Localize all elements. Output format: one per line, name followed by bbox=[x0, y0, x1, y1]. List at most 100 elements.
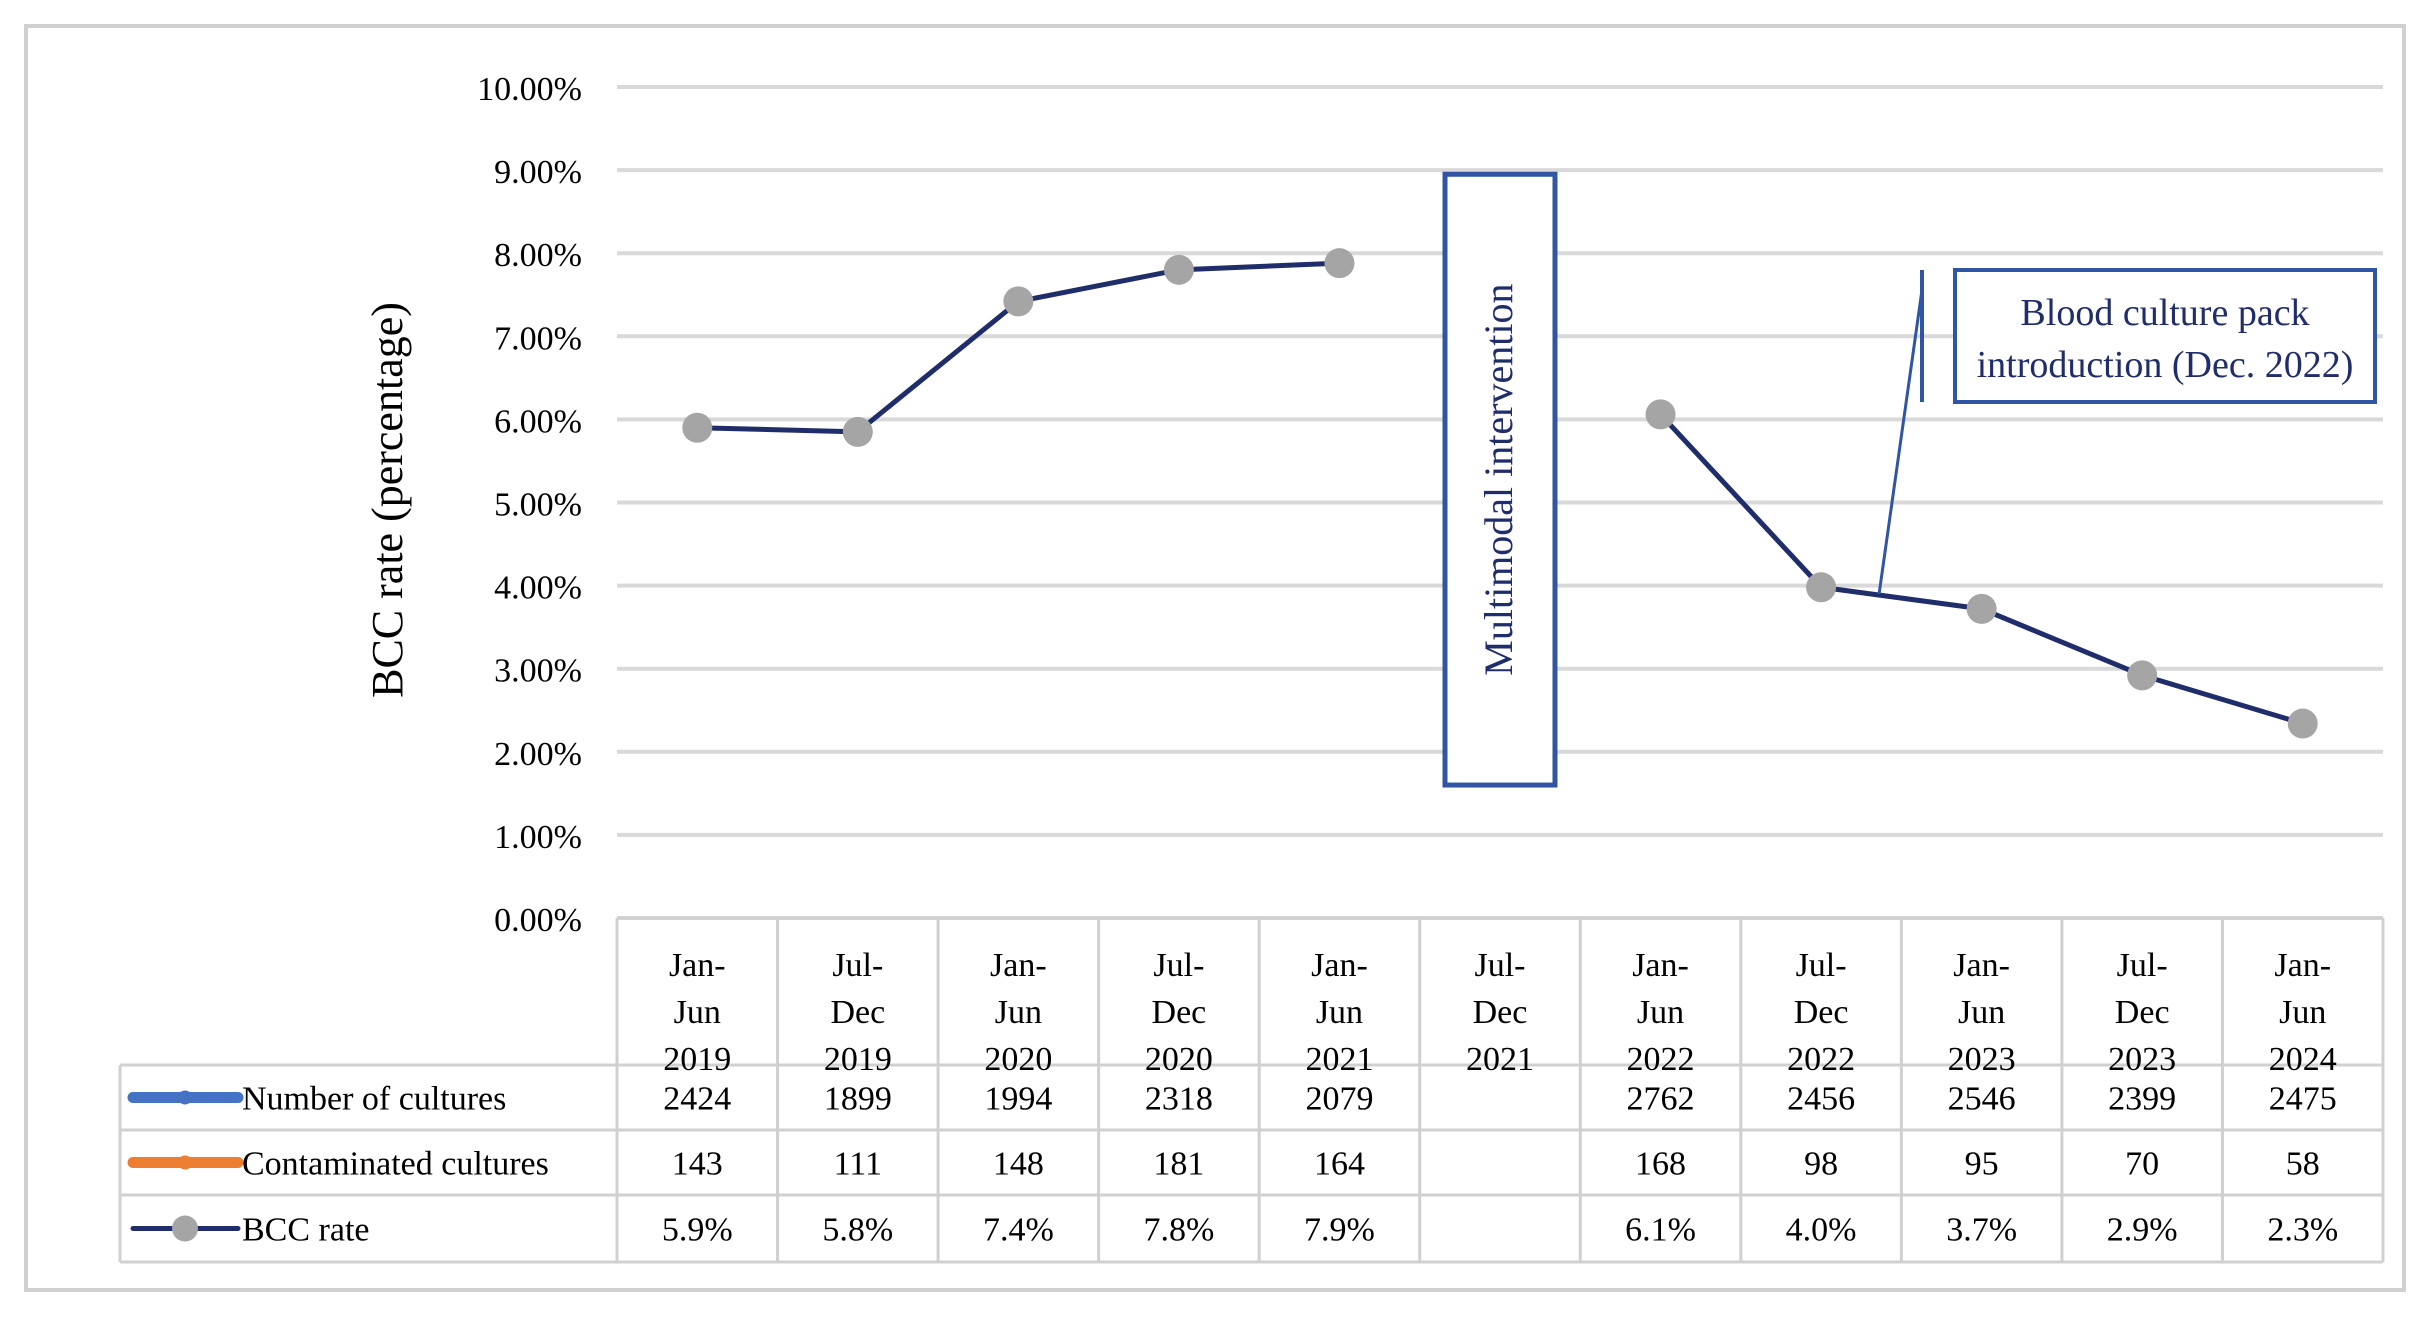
table-cell: 2546 bbox=[1948, 1081, 2016, 1118]
bcc-rate-point bbox=[1966, 593, 1997, 624]
table-cell: 143 bbox=[672, 1146, 723, 1183]
bcc-rate-point bbox=[842, 416, 873, 447]
x-tick-label: 2023 bbox=[2108, 1041, 2176, 1078]
intervention-box bbox=[1442, 171, 1558, 788]
table-cell: 2079 bbox=[1305, 1081, 1373, 1118]
x-tick-label: Jan- bbox=[1311, 947, 1368, 984]
table-cell: 58 bbox=[2286, 1146, 2320, 1183]
table-cell: 2475 bbox=[2269, 1081, 2337, 1118]
x-tick-label: 2020 bbox=[984, 1041, 1052, 1078]
y-tick-label: 7.00% bbox=[494, 320, 582, 357]
x-tick-label: Jun bbox=[1637, 994, 1684, 1031]
y-tick-label: 4.00% bbox=[494, 570, 582, 607]
x-tick-label: Jun bbox=[674, 994, 721, 1031]
x-tick-label: 2019 bbox=[824, 1041, 892, 1078]
x-tick-label: 2021 bbox=[1466, 1041, 1534, 1078]
table-cell: 4.0% bbox=[1786, 1212, 1857, 1249]
y-tick-label: 2.00% bbox=[494, 736, 582, 773]
y-axis-label: BCC rate (percentage) bbox=[363, 302, 412, 698]
x-tick-label: Jun bbox=[1316, 994, 1363, 1031]
y-tick-label: 10.00% bbox=[477, 71, 582, 108]
bcc-rate-line bbox=[1658, 412, 2304, 726]
table-cell: 1899 bbox=[824, 1081, 892, 1118]
table-cell: 7.8% bbox=[1143, 1212, 1214, 1249]
bcc-rate-point bbox=[1324, 248, 1355, 279]
x-tick-label: Jul- bbox=[1153, 947, 1204, 984]
table-cell: 181 bbox=[1153, 1146, 1204, 1183]
legend-label: Contaminated cultures bbox=[242, 1146, 549, 1183]
x-tick-label: Dec bbox=[2115, 994, 2170, 1031]
table-cell: 7.4% bbox=[983, 1212, 1054, 1249]
x-tick-label: 2022 bbox=[1627, 1041, 1695, 1078]
table-cell: 168 bbox=[1635, 1146, 1686, 1183]
x-tick-label: Jan- bbox=[669, 947, 726, 984]
x-tick-label: Jan- bbox=[990, 947, 1047, 984]
legend-label: Number of cultures bbox=[242, 1081, 506, 1118]
legend-key-marker bbox=[172, 1215, 198, 1242]
x-tick-label: 2021 bbox=[1305, 1041, 1373, 1078]
intervention-label: Multimodal intervention bbox=[1476, 284, 1521, 676]
y-tick-label: 5.00% bbox=[494, 487, 582, 524]
x-tick-label: Jul- bbox=[1475, 947, 1526, 984]
x-tick-label: Jan- bbox=[1632, 947, 1689, 984]
data-table: Jan- Jun 2019 Jul- Dec 2019 Jan- Jun 2020 Jul- Dec… bbox=[118, 916, 2385, 1264]
table-cell: 2456 bbox=[1787, 1081, 1855, 1118]
x-tick-label: 2019 bbox=[663, 1041, 731, 1078]
table-cell: 7.9% bbox=[1304, 1212, 1375, 1249]
bcc-rate-point bbox=[1003, 286, 1034, 317]
x-tick-label: 2022 bbox=[1787, 1041, 1855, 1078]
x-tick-label: Jun bbox=[2279, 994, 2326, 1031]
callout-label: introduction (Dec. 2022) bbox=[1977, 344, 2354, 386]
bcc-rate-point bbox=[1163, 254, 1194, 285]
legend-label: BCC rate bbox=[242, 1212, 369, 1249]
callout-box bbox=[1953, 268, 2377, 404]
bcc-rate-point bbox=[1645, 399, 1676, 430]
table-cell: 1994 bbox=[984, 1081, 1052, 1118]
bcc-rate-point bbox=[1806, 572, 1837, 603]
x-tick-label: Jun bbox=[1958, 994, 2005, 1031]
table-cell: 98 bbox=[1804, 1146, 1838, 1183]
legend-key-marker bbox=[178, 1090, 192, 1105]
y-tick-label: 3.00% bbox=[494, 653, 582, 690]
x-tick-label: Jul- bbox=[2117, 947, 2168, 984]
x-tick-label: Jan- bbox=[2274, 947, 2331, 984]
table-cell: 70 bbox=[2125, 1146, 2159, 1183]
chart-frame bbox=[24, 24, 2406, 1292]
y-tick-label: 8.00% bbox=[494, 237, 582, 274]
table-cell: 2.3% bbox=[2267, 1212, 2338, 1249]
annotations: Multimodal intervention Blood culture pac… bbox=[1442, 171, 2377, 788]
table-cell: 3.7% bbox=[1946, 1212, 2017, 1249]
x-tick-label: Dec bbox=[1794, 994, 1849, 1031]
table-cell: 164 bbox=[1314, 1146, 1365, 1183]
bcc-rate-point bbox=[2127, 660, 2158, 691]
x-tick-label: Jan- bbox=[1953, 947, 2010, 984]
bcc-rate-point bbox=[682, 412, 713, 443]
y-axis-ticks: 0.00% 1.00% 2.00% 3.00% 4.00% 5.00% 6.00% 7.00%… bbox=[477, 71, 582, 939]
y-tick-label: 1.00% bbox=[494, 819, 582, 856]
bcc-rate-point bbox=[2287, 708, 2318, 739]
table-cell: 111 bbox=[834, 1146, 882, 1183]
table-cell: 148 bbox=[993, 1146, 1044, 1183]
table-cell: 95 bbox=[1965, 1146, 1999, 1183]
x-tick-label: Dec bbox=[1473, 994, 1528, 1031]
y-tick-label: 0.00% bbox=[494, 902, 582, 939]
bcc-rate-series bbox=[682, 248, 2318, 739]
x-tick-label: 2023 bbox=[1948, 1041, 2016, 1078]
table-cell: 2762 bbox=[1627, 1081, 1695, 1118]
table-cell: 2399 bbox=[2108, 1081, 2176, 1118]
table-cell: 6.1% bbox=[1625, 1212, 1696, 1249]
x-tick-label: Jul- bbox=[1796, 947, 1847, 984]
x-tick-label: 2024 bbox=[2269, 1041, 2337, 1078]
callout-label: Blood culture pack bbox=[2020, 292, 2309, 334]
x-tick-label: Jul- bbox=[832, 947, 883, 984]
x-tick-label: 2020 bbox=[1145, 1041, 1213, 1078]
table-cell: 2.9% bbox=[2107, 1212, 2178, 1249]
table-cell: 5.8% bbox=[822, 1212, 893, 1249]
table-cell: 2318 bbox=[1145, 1081, 1213, 1118]
legend-key-marker bbox=[178, 1155, 192, 1170]
x-tick-label: Dec bbox=[830, 994, 885, 1031]
y-tick-label: 9.00% bbox=[494, 154, 582, 191]
x-tick-label: Jun bbox=[995, 994, 1042, 1031]
callout-line bbox=[1877, 289, 1924, 595]
